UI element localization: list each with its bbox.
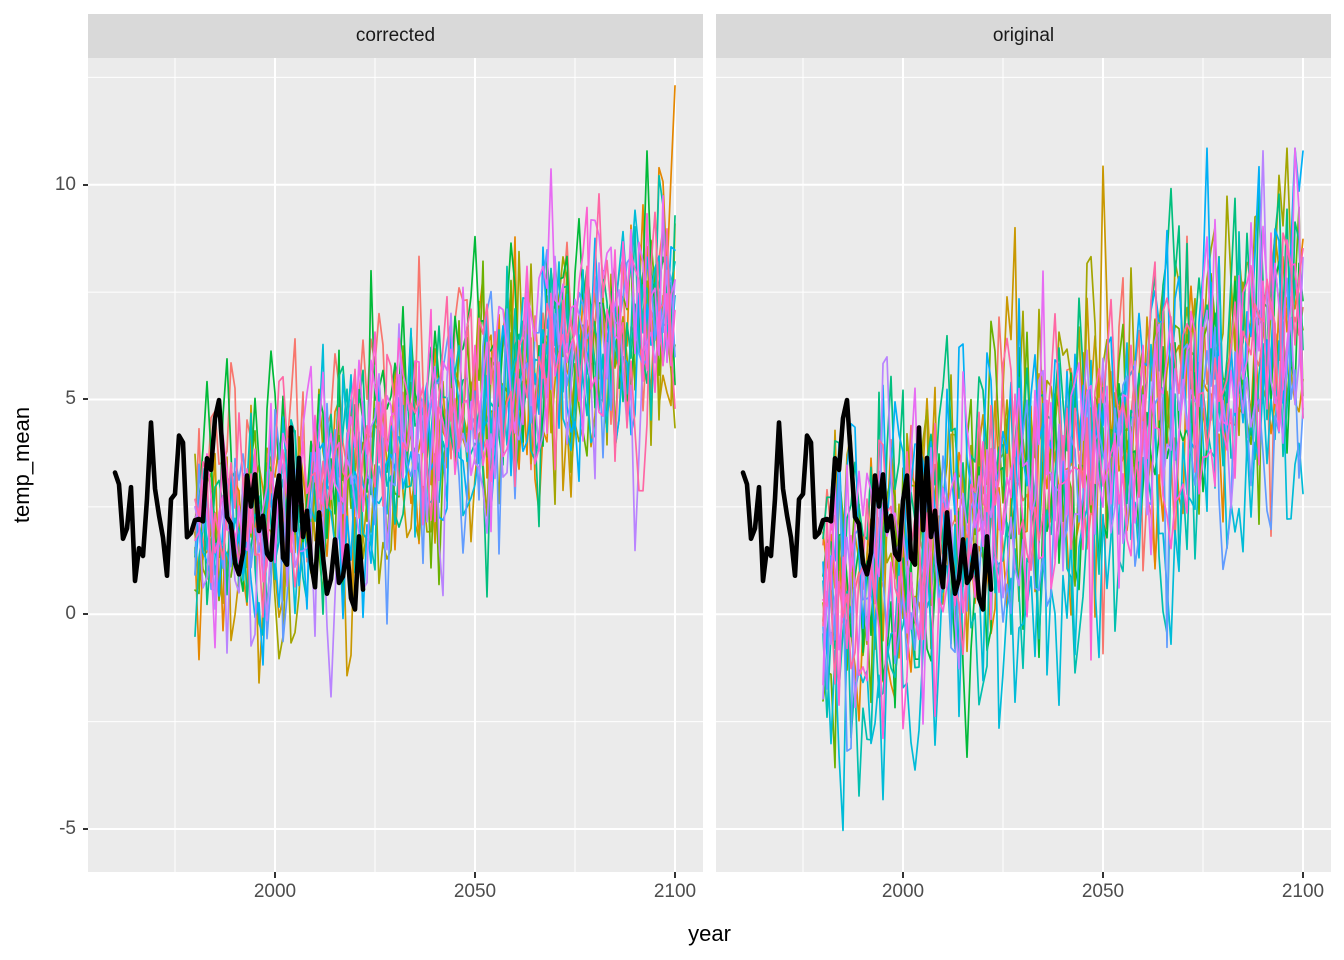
- x-axis-tick-label: 2000: [881, 881, 925, 902]
- facet-strip-label: corrected: [355, 25, 436, 46]
- x-axis-tick-mark: [674, 872, 676, 878]
- x-axis-tick-label: 2000: [253, 881, 297, 902]
- x-axis-tick-label: 2050: [453, 881, 497, 902]
- x-axis-tick-mark: [274, 872, 276, 878]
- facet-strip-original: original: [716, 14, 1331, 58]
- x-axis-tick-mark: [1302, 872, 1304, 878]
- x-axis-tick-label: 2050: [1081, 881, 1125, 902]
- y-axis-tick-mark: [83, 183, 88, 186]
- y-axis-tick-label: 5: [65, 388, 76, 410]
- x-axis-tick-mark: [1102, 872, 1104, 878]
- ensemble-line-corrected-14: [194, 193, 676, 618]
- x-axis-tick-label: 2100: [1281, 881, 1325, 902]
- panel-canvas-corrected: [88, 58, 703, 872]
- plot-panel-original: [716, 58, 1331, 872]
- x-axis-tick-mark: [474, 872, 476, 878]
- y-axis-tick-mark: [83, 828, 88, 831]
- y-axis-tick-label: -5: [59, 818, 76, 840]
- ensemble-line-corrected-1: [194, 85, 676, 661]
- observed-line-original: [740, 397, 994, 612]
- ensemble-line-original-3: [822, 147, 1304, 646]
- observed-line-corrected: [112, 397, 366, 612]
- ensemble-line-corrected-12: [194, 168, 676, 649]
- facet-strip-label: original: [992, 25, 1055, 46]
- y-axis-tick-label: 10: [54, 173, 76, 195]
- y-axis-tick-label: 0: [65, 603, 76, 625]
- ensemble-line-corrected-5: [194, 150, 676, 614]
- plot-panel-corrected: [88, 58, 703, 872]
- y-axis-tick-mark: [83, 613, 88, 616]
- panel-canvas-original: [716, 58, 1331, 872]
- y-axis-tick-mark: [83, 398, 88, 401]
- x-axis-tick-label: 2100: [653, 881, 697, 902]
- x-axis-tick-mark: [902, 872, 904, 878]
- facet-strip-corrected: corrected: [88, 14, 703, 58]
- ensemble-line-original-13: [822, 232, 1304, 740]
- x-axis-title: year: [688, 921, 731, 946]
